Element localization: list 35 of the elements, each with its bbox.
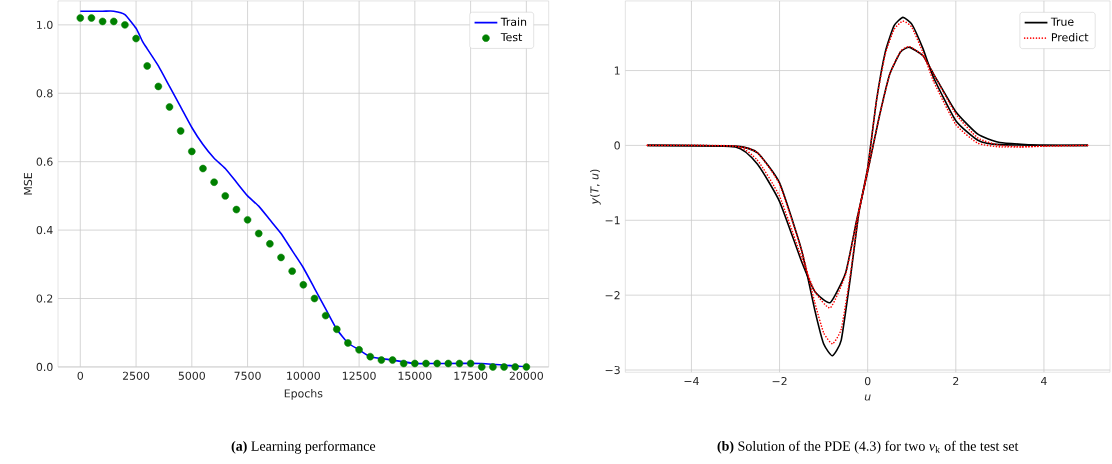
- y-tick-label: 0.4: [36, 225, 53, 235]
- legend-label: Train: [500, 17, 527, 26]
- x-axis-title: u: [864, 394, 871, 401]
- y-tick-label: −1: [605, 216, 620, 225]
- x-tick-label: 2500: [122, 371, 150, 380]
- text: (a) Learning performance: [231, 440, 376, 454]
- y-tick-label: 1: [614, 66, 620, 75]
- x-tick-label: 4: [1041, 376, 1047, 385]
- x-tick-label: 10000: [287, 371, 320, 380]
- y-tick-label: 0.8: [36, 89, 53, 98]
- y-tick-label: 0.0: [36, 362, 53, 372]
- x-tick-label: 7500: [234, 371, 261, 380]
- y-tick-label: −3: [605, 365, 620, 375]
- legend-label: Predict: [1051, 32, 1089, 42]
- y-axis-title: y(T, u): [590, 169, 601, 205]
- x-tick-label: 5000: [178, 371, 205, 380]
- x-tick-label: 2: [953, 376, 959, 386]
- legend-label: True: [1050, 17, 1074, 26]
- legend-label: Test: [500, 33, 523, 42]
- y-axis-title: MSE: [23, 172, 33, 195]
- y-tick-label: 0.6: [36, 157, 53, 166]
- x-tick-label: 20000: [509, 371, 544, 380]
- x-tick-label: 15000: [398, 371, 432, 380]
- y-tick-label: 0: [614, 141, 620, 150]
- x-tick-label: 17500: [454, 371, 488, 380]
- x-axis-title: Epochs: [284, 389, 323, 400]
- y-tick-label: −2: [605, 291, 620, 300]
- x-tick-label: 12500: [342, 371, 376, 380]
- y-tick-label: 1.0: [37, 20, 53, 29]
- x-tick-label: −4: [684, 376, 699, 385]
- x-tick-label: −2: [772, 376, 787, 386]
- x-tick-label: 0: [864, 376, 871, 386]
- y-tick-label: 0.2: [36, 294, 53, 303]
- x-tick-label: 0: [77, 371, 84, 380]
- text: (b) Solution of the PDE (4.3) for two ν$_{k}$ of the test set: [717, 440, 1019, 454]
